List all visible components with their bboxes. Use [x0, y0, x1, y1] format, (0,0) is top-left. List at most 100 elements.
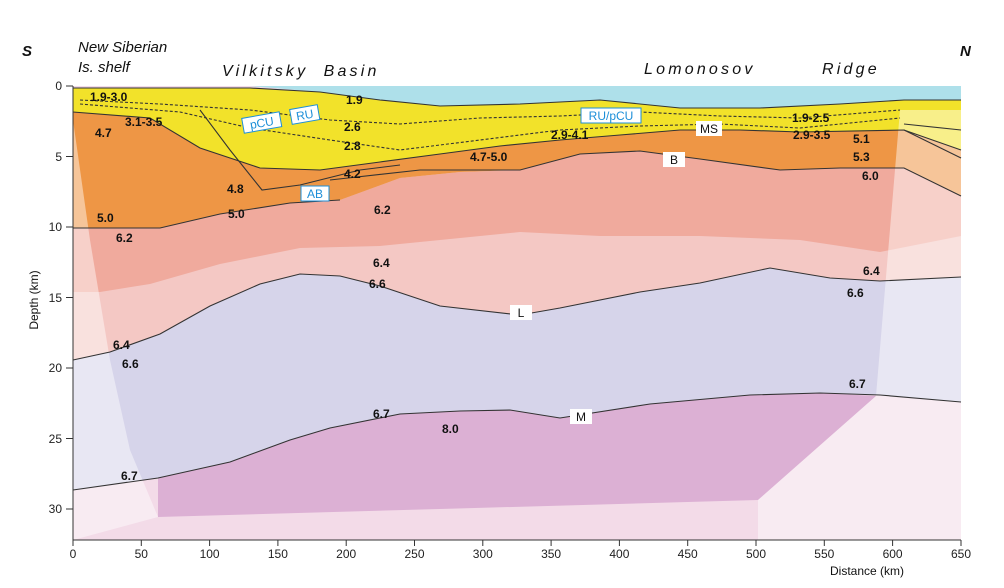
boundaries — [72, 87, 962, 491]
x-tick-label: 650 — [951, 547, 971, 561]
right-boundary-2 — [903, 129, 962, 159]
seafloor-line — [73, 87, 961, 109]
x-tick-label: 500 — [746, 547, 766, 561]
ru-horizon-line — [79, 99, 901, 125]
velocity-label: 4.2 — [344, 167, 361, 181]
velocity-label: 6.2 — [116, 231, 133, 245]
ms-label-text: MS — [700, 122, 718, 136]
velocity-label: 5.3 — [853, 150, 870, 164]
ru-label-text: RU — [295, 107, 315, 124]
velocity-label: 6.7 — [373, 407, 390, 421]
x-axis-label: Distance (km) — [830, 564, 904, 578]
ms-label: MS — [696, 121, 722, 136]
shelf-title-line1: New Siberian — [78, 39, 167, 56]
velocity-label: 6.2 — [374, 203, 391, 217]
titles: S N New Siberian Is. shelf Vilkitsky Bas… — [22, 39, 972, 80]
velocity-labels: 1.9-3.0 1.9 3.1-3.5 4.7 2.6 2.8 2.9-4.1 … — [90, 90, 880, 483]
m-boundary-line — [72, 392, 962, 491]
x-tick-label: 550 — [814, 547, 834, 561]
velocity-label: 2.8 — [344, 139, 361, 153]
y-tick-label: 20 — [49, 361, 63, 375]
x-tick-label: 200 — [336, 547, 356, 561]
shelf-title-line2: Is. shelf — [78, 59, 132, 76]
m-label-text: M — [576, 410, 586, 424]
y-tick-label: 0 — [55, 79, 62, 93]
velocity-label: 1.9-3.0 — [90, 90, 128, 104]
ridge-title: Ridge — [822, 61, 880, 78]
velocity-label: 6.0 — [862, 169, 879, 183]
ab-line — [199, 109, 401, 191]
x-tick-label: 50 — [135, 547, 149, 561]
l-label: L — [510, 305, 532, 320]
velocity-label: 2.6 — [344, 120, 361, 134]
b-label: B — [663, 152, 685, 167]
m-label: M — [570, 409, 592, 424]
velocity-label: 2.9-4.1 — [551, 128, 589, 142]
y-tick-label: 5 — [55, 150, 62, 164]
axes: 0 5 10 15 20 25 30 Depth (km) 0 50 100 1… — [27, 79, 971, 578]
upper-crust-line — [73, 199, 341, 229]
right-mask — [758, 110, 961, 540]
x-ticks — [72, 540, 962, 546]
velocity-label: 6.7 — [849, 377, 866, 391]
velocity-label: 5.0 — [228, 207, 245, 221]
velocity-label: 5.1 — [853, 132, 870, 146]
velocity-label: 1.9-2.5 — [792, 111, 830, 125]
velocity-label: 6.6 — [122, 357, 139, 371]
x-tick-label: 0 — [70, 547, 77, 561]
direction-north: N — [960, 43, 972, 60]
layer-upper-crust-dark — [73, 151, 961, 292]
y-tick-label: 30 — [49, 502, 63, 516]
velocity-label: 6.7 — [121, 469, 138, 483]
boundary-labels: MS B L M — [510, 121, 722, 424]
velocity-label: 2.9-3.5 — [793, 128, 831, 142]
vilkitsky-basin-title: Vilkitsky Basin — [222, 63, 380, 80]
x-tick-label: 150 — [268, 547, 288, 561]
velocity-label: 4.8 — [227, 182, 244, 196]
x-tick-label: 600 — [883, 547, 903, 561]
y-tick-label: 15 — [49, 291, 63, 305]
l-label-text: L — [518, 306, 525, 320]
velocity-label: 3.1-3.5 — [125, 115, 163, 129]
velocity-label: 6.4 — [863, 264, 880, 278]
horizon-labels: RU pCU RU/pCU AB — [241, 104, 642, 202]
layer-water — [250, 86, 961, 108]
x-tick-label: 400 — [609, 547, 629, 561]
velocity-label: 5.0 — [97, 211, 114, 225]
velocity-label: 6.4 — [113, 338, 130, 352]
x-tick-label: 250 — [404, 547, 424, 561]
y-tick-label: 25 — [49, 432, 63, 446]
b-label-text: B — [670, 153, 678, 167]
velocity-label: 1.9 — [346, 93, 363, 107]
ab-label-text: AB — [307, 187, 323, 201]
x-tick-label: 300 — [473, 547, 493, 561]
x-tick-label: 100 — [200, 547, 220, 561]
lomonosov-title: Lomonosov — [644, 61, 756, 78]
basement-line — [72, 111, 962, 171]
layer-lower-crust — [73, 268, 961, 490]
pcu-horizon-line — [79, 103, 901, 151]
layer-mantle — [158, 393, 876, 517]
pcu-label-text: pCU — [249, 114, 275, 132]
velocity-label: 4.7-5.0 — [470, 150, 508, 164]
velocity-label: 6.6 — [369, 277, 386, 291]
pcu-label: pCU — [241, 111, 283, 134]
l-boundary-line — [72, 267, 962, 361]
velocity-label: 6.6 — [847, 286, 864, 300]
ru-pcu-label: RU/pCU — [580, 107, 642, 124]
direction-south: S — [22, 43, 32, 60]
x-tick-label: 350 — [541, 547, 561, 561]
y-axis-label: Depth (km) — [27, 270, 41, 329]
velocity-label: 6.4 — [373, 256, 390, 270]
ru-label: RU — [289, 104, 321, 125]
y-ticks — [66, 85, 73, 510]
velocity-label: 4.7 — [95, 126, 112, 140]
right-boundary-1 — [903, 123, 962, 131]
left-mask — [73, 120, 158, 540]
ru-pcu-label-text: RU/pCU — [589, 109, 634, 123]
y-tick-label: 10 — [49, 220, 63, 234]
ab-label: AB — [300, 185, 330, 202]
x-tick-label: 450 — [678, 547, 698, 561]
velocity-label: 8.0 — [442, 422, 459, 436]
